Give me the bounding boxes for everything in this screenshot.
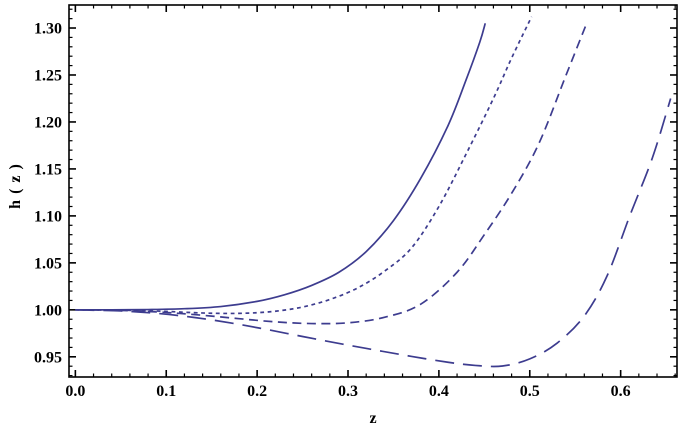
curve-solid [75,23,487,311]
curve-long-dashed [75,98,672,368]
y-tick-label: 1.15 [34,161,62,178]
y-tick-label: 1.10 [34,208,62,225]
x-tick-label: 0.1 [156,383,176,400]
y-tick-label: 1.00 [34,302,62,319]
x-tick-label: 0.2 [247,383,267,400]
x-tick-label: 0.5 [520,383,540,400]
plot-frame [68,4,678,378]
x-tick-label: 0.3 [338,383,358,400]
x-tick-label: 0.0 [65,383,85,400]
curve-dotted [75,16,533,315]
curve-dashed [75,22,588,325]
x-tick-label: 0.6 [611,383,631,400]
y-tick-label: 0.95 [34,349,62,366]
x-axis-label: z [369,410,377,427]
y-tick-label: 1.20 [34,114,62,131]
x-tick-label: 0.4 [429,383,449,400]
y-tick-label: 1.30 [34,21,62,38]
y-axis-label: h ( z ) [7,163,24,209]
y-tick-label: 1.25 [34,67,62,84]
y-tick-label: 1.05 [34,255,62,272]
